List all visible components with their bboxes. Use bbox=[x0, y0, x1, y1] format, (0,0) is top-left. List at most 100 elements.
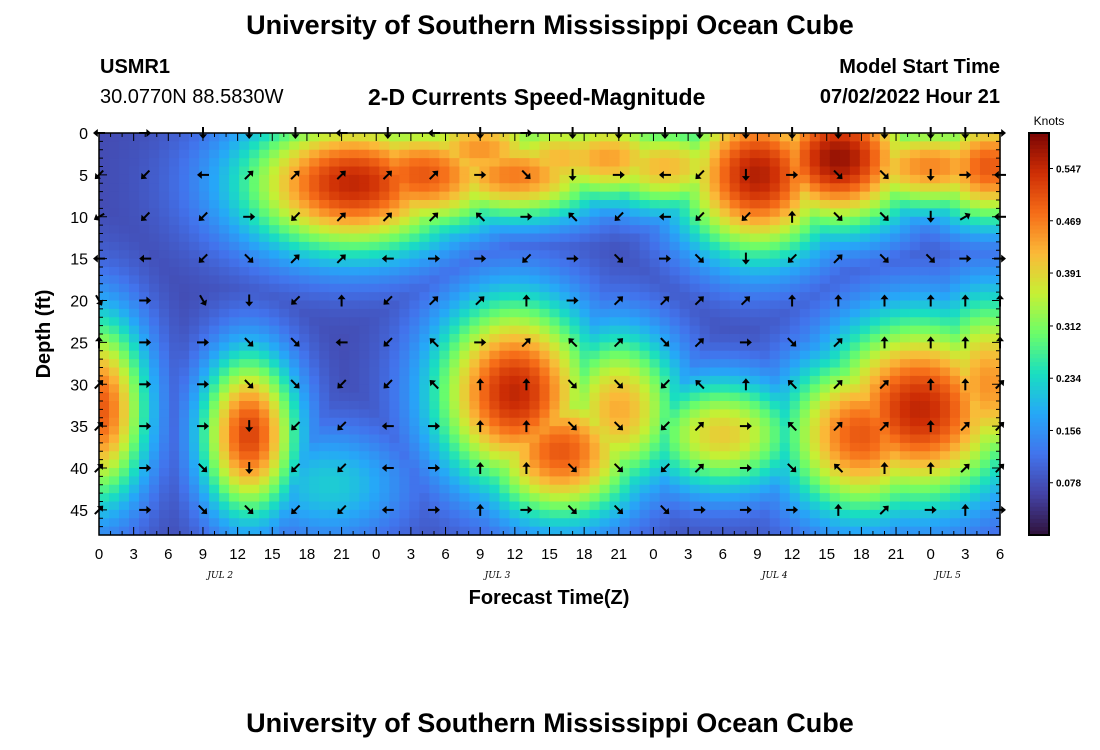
heatmap-cell bbox=[769, 518, 781, 528]
heatmap-cell bbox=[129, 308, 140, 318]
heatmap-cell bbox=[989, 158, 1001, 168]
heatmap-cell bbox=[219, 158, 230, 168]
heatmap-cell bbox=[809, 442, 821, 452]
heatmap-cell bbox=[399, 342, 410, 352]
heatmap-cell bbox=[689, 141, 701, 151]
heatmap-cell bbox=[839, 191, 851, 201]
heatmap-cell bbox=[409, 250, 420, 260]
heatmap-cell bbox=[399, 334, 410, 343]
heatmap-cell bbox=[419, 484, 430, 494]
heatmap-cell bbox=[349, 174, 360, 184]
heatmap-cell bbox=[799, 334, 811, 343]
heatmap-cell bbox=[959, 166, 971, 176]
colorbar-tick-label: 0.469 bbox=[1056, 217, 1081, 228]
heatmap-cell bbox=[379, 509, 390, 519]
heatmap-cell bbox=[509, 149, 521, 159]
heatmap-cell bbox=[639, 526, 651, 536]
heatmap-cell bbox=[399, 434, 410, 444]
heatmap-cell bbox=[129, 426, 140, 436]
heatmap-cell bbox=[839, 442, 851, 452]
heatmap-cell bbox=[349, 493, 360, 503]
heatmap-cell bbox=[869, 200, 881, 209]
heatmap-cell bbox=[869, 359, 881, 369]
heatmap-cell bbox=[199, 317, 210, 327]
heatmap-cell bbox=[179, 375, 190, 385]
current-vectors bbox=[93, 127, 1006, 516]
heatmap-cell bbox=[129, 451, 140, 461]
heatmap-cell bbox=[189, 501, 200, 511]
heatmap-cell bbox=[929, 392, 941, 402]
heatmap-cell bbox=[539, 442, 551, 452]
heatmap-cell bbox=[569, 493, 581, 503]
heatmap-cell bbox=[769, 375, 781, 385]
heatmap-cell bbox=[969, 375, 981, 385]
heatmap-cell bbox=[739, 334, 751, 343]
heatmap-cell bbox=[309, 401, 320, 410]
heatmap-cell bbox=[269, 250, 280, 260]
heatmap-cell bbox=[979, 250, 991, 260]
heatmap-cell bbox=[249, 459, 260, 469]
heatmap-cell bbox=[239, 350, 250, 360]
colorbar-tick-label: 0.078 bbox=[1056, 479, 1081, 490]
heatmap-cell bbox=[689, 200, 701, 209]
heatmap-cell bbox=[719, 426, 731, 436]
heatmap-cell bbox=[779, 417, 791, 427]
heatmap-cell bbox=[469, 233, 481, 243]
heatmap-cell bbox=[749, 401, 761, 410]
current-vector-arrow bbox=[961, 336, 970, 349]
heatmap-cell bbox=[219, 493, 230, 503]
heatmap-cell bbox=[719, 141, 731, 151]
heatmap-cell bbox=[739, 183, 751, 193]
heatmap-cell bbox=[259, 476, 270, 486]
heatmap-cell bbox=[229, 208, 240, 218]
footer-title: University of Southern Mississippi Ocean… bbox=[246, 708, 854, 738]
heatmap-cell bbox=[699, 392, 711, 402]
heatmap-cell bbox=[459, 275, 471, 285]
heatmap-cell bbox=[469, 442, 481, 452]
heatmap-cell bbox=[99, 325, 110, 335]
heatmap-cell bbox=[419, 208, 430, 218]
heatmap-cell bbox=[719, 267, 731, 276]
current-vector-arrow bbox=[244, 253, 254, 263]
heatmap-cell bbox=[209, 283, 220, 293]
heatmap-cell bbox=[199, 401, 210, 410]
colorbar-swatch bbox=[1029, 410, 1049, 415]
heatmap-cell bbox=[359, 250, 370, 260]
heatmap-cell bbox=[829, 417, 841, 427]
heatmap-cell bbox=[329, 317, 340, 327]
heatmap-cell bbox=[709, 158, 721, 168]
heatmap-cell bbox=[469, 300, 481, 310]
heatmap-cell bbox=[659, 183, 671, 193]
heatmap-cell bbox=[239, 518, 250, 528]
heatmap-cell bbox=[749, 149, 761, 159]
heatmap-cell bbox=[589, 166, 601, 176]
heatmap-cell bbox=[339, 183, 350, 193]
heatmap-cell bbox=[809, 267, 821, 276]
heatmap-cell bbox=[109, 241, 120, 251]
heatmap-cell bbox=[819, 133, 831, 142]
heatmap-cell bbox=[829, 233, 841, 243]
heatmap-cell bbox=[689, 191, 701, 201]
heatmap-cell bbox=[179, 526, 190, 536]
heatmap-cell bbox=[729, 141, 741, 151]
heatmap-cell bbox=[569, 141, 581, 151]
heatmap-cell bbox=[519, 426, 531, 436]
heatmap-cell bbox=[389, 409, 400, 419]
heatmap-cell bbox=[309, 509, 320, 519]
heatmap-cell bbox=[489, 267, 501, 276]
heatmap-cell bbox=[669, 225, 681, 235]
heatmap-cell bbox=[279, 417, 290, 427]
heatmap-cell bbox=[219, 459, 230, 469]
heatmap-cell bbox=[459, 459, 471, 469]
heatmap-cell bbox=[609, 133, 621, 142]
heatmap-cell bbox=[239, 451, 250, 461]
heatmap-cell bbox=[229, 342, 240, 352]
heatmap-cell bbox=[319, 334, 330, 343]
heatmap-cell bbox=[249, 409, 260, 419]
heatmap-cell bbox=[369, 451, 380, 461]
heatmap-cell bbox=[839, 292, 851, 302]
heatmap-cell bbox=[199, 350, 210, 360]
heatmap-cell bbox=[489, 283, 501, 293]
heatmap-cell bbox=[789, 401, 801, 410]
heatmap-cell bbox=[769, 459, 781, 469]
